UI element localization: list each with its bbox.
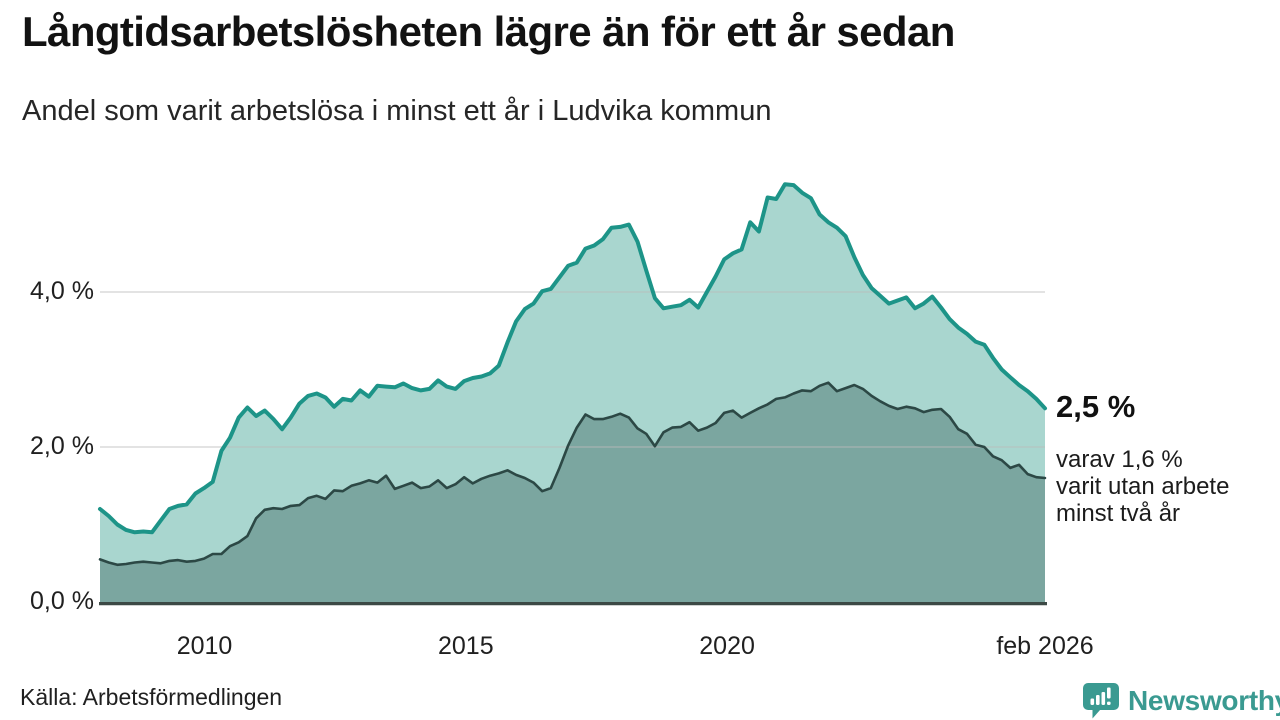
y-axis-tick-0: 0,0 %	[30, 586, 94, 615]
line-unemployed-one-year	[98, 182, 1047, 535]
page-title: Långtidsarbetslösheten lägre än för ett …	[22, 8, 955, 55]
page-subtitle: Andel som varit arbetslösa i minst ett å…	[22, 95, 772, 127]
end-value-label-detail: varav 1,6 % varit utan arbete minst två …	[1056, 446, 1230, 527]
end-value-label-total: 2,5 %	[1056, 389, 1136, 424]
x-axis-tick-2015: 2015	[438, 632, 494, 660]
line-unemployed-two-years	[98, 381, 1047, 567]
newsworthy-logo: Newsworthy	[1082, 682, 1280, 719]
source-note: Källa: Arbetsförmedlingen	[20, 684, 283, 710]
x-axis-tick-2010: 2010	[176, 632, 233, 660]
y-axis-tick-4: 4,0 %	[30, 276, 94, 305]
x-axis-tick-feb-2026: feb 2026	[996, 632, 1094, 660]
x-axis-tick-2020: 2020	[699, 632, 755, 660]
area-unemployed-two-years	[100, 382, 1045, 602]
newsworthy-bubble-chart-icon	[1082, 682, 1120, 719]
y-axis-tick-2: 2,0 %	[30, 431, 94, 460]
newsworthy-wordmark: Newsworthy	[1128, 684, 1280, 716]
